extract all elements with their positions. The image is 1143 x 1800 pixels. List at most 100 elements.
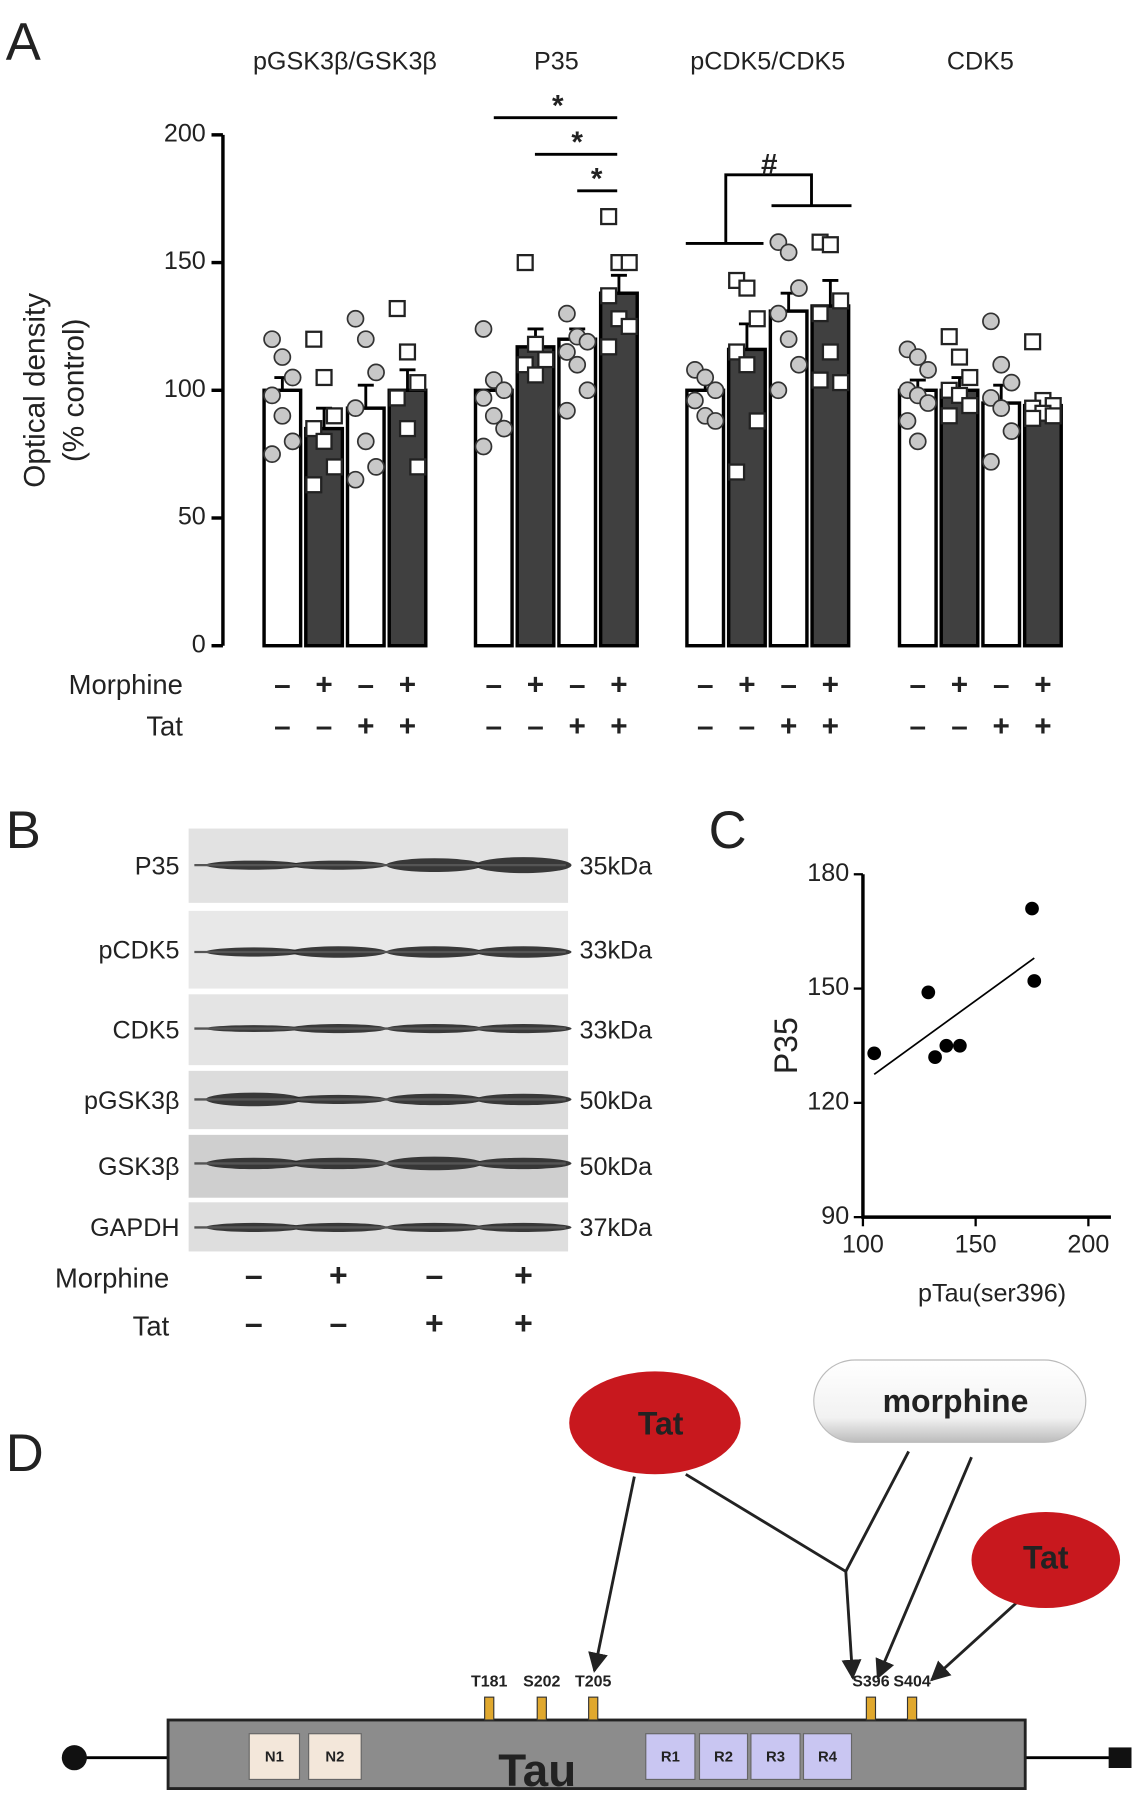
y-tick-label: 150	[807, 973, 849, 1001]
bar	[726, 347, 767, 648]
connector	[685, 1450, 910, 1573]
condition-sign: +	[780, 710, 797, 743]
data-point	[305, 476, 323, 494]
data-point	[516, 253, 534, 272]
condition-sign: –	[993, 669, 1010, 702]
data-point	[600, 287, 618, 305]
agent-label: Tat	[638, 1406, 684, 1442]
condition-sign: +	[425, 1305, 444, 1341]
data-point	[273, 348, 292, 366]
domain-label: R3	[766, 1750, 785, 1766]
data-point	[526, 366, 545, 384]
group-title: pCDK5/CDK5	[690, 47, 845, 75]
data-point	[474, 389, 493, 407]
panel-label: D	[6, 1424, 44, 1483]
data-point	[696, 368, 715, 387]
bar	[262, 388, 303, 648]
x-tick-label: 150	[955, 1230, 997, 1258]
site-marker	[906, 1696, 918, 1721]
arrow	[841, 1571, 862, 1680]
condition-sign: +	[993, 710, 1010, 743]
data-point	[1025, 901, 1039, 916]
site-label: T205	[575, 1674, 612, 1691]
condition-sign: –	[358, 669, 375, 702]
y-tick-label: 50	[178, 503, 206, 531]
data-point	[495, 419, 513, 438]
agent-oval	[569, 1371, 741, 1475]
domain	[698, 1733, 749, 1780]
domain-label: R1	[661, 1750, 680, 1766]
blot-size: 50kDa	[579, 1153, 652, 1181]
data-point	[790, 355, 808, 374]
condition-sign: –	[527, 710, 544, 743]
y-tick-label: 120	[807, 1087, 849, 1115]
condition-sign: +	[329, 1257, 348, 1293]
data-point	[620, 253, 638, 272]
condition-sign: –	[274, 669, 291, 702]
condition-sign: +	[514, 1257, 533, 1293]
condition-sign: +	[738, 669, 755, 702]
blot-label: GAPDH	[90, 1214, 179, 1242]
condition-sign: –	[910, 710, 927, 743]
data-point	[315, 432, 333, 450]
domain-label: R4	[818, 1750, 838, 1766]
y-axis-label: (% control)	[57, 318, 90, 462]
condition-sign: –	[329, 1305, 347, 1341]
data-point	[474, 320, 493, 338]
bar	[685, 388, 726, 648]
condition-sign: +	[527, 669, 544, 702]
data-point	[811, 305, 829, 323]
data-point	[325, 407, 343, 425]
data-point	[263, 330, 281, 349]
significance-mark: *	[591, 162, 603, 195]
condition-sign: +	[569, 710, 586, 743]
condition-sign: –	[425, 1257, 443, 1293]
domain	[750, 1733, 801, 1780]
data-point	[821, 343, 839, 361]
data-point	[821, 236, 839, 254]
data-point	[578, 332, 597, 351]
panel-label: A	[6, 13, 41, 72]
data-point	[867, 1046, 882, 1061]
significance-mark: *	[571, 126, 583, 159]
data-point	[620, 317, 638, 335]
blot-label: pGSK3β	[84, 1087, 179, 1115]
site-label: T181	[471, 1674, 508, 1691]
data-point	[263, 445, 281, 463]
blot-size: 35kDa	[579, 853, 652, 881]
site-marker	[865, 1696, 877, 1721]
data-point	[356, 432, 375, 451]
data-point	[474, 437, 493, 456]
condition-sign: –	[569, 669, 586, 702]
condition-label: Tat	[146, 710, 183, 741]
data-point	[325, 458, 343, 476]
data-point	[982, 312, 1000, 331]
data-point	[706, 381, 725, 400]
data-point	[600, 208, 618, 226]
data-point	[526, 335, 545, 353]
blot-size: 33kDa	[579, 937, 652, 965]
panel-label: B	[6, 801, 41, 860]
data-point	[940, 407, 958, 425]
data-point	[811, 371, 829, 389]
blot-size: 33kDa	[579, 1017, 652, 1045]
domain-label: N2	[325, 1750, 344, 1766]
site-marker	[484, 1696, 495, 1721]
data-point	[273, 406, 292, 425]
condition-sign: +	[822, 669, 839, 702]
data-point	[558, 304, 576, 323]
data-point	[1002, 422, 1021, 441]
x-axis-label: pTau(ser396)	[918, 1279, 1066, 1307]
condition-label: Tat	[133, 1310, 170, 1341]
data-point	[346, 309, 365, 328]
data-point	[305, 420, 323, 438]
condition-sign: +	[514, 1305, 533, 1341]
data-point	[495, 381, 513, 400]
blot-label: P35	[135, 853, 180, 881]
agent-pill	[813, 1359, 1087, 1443]
bar	[515, 345, 556, 648]
data-point	[283, 432, 302, 451]
data-point	[706, 412, 725, 430]
data-point	[1002, 373, 1021, 392]
